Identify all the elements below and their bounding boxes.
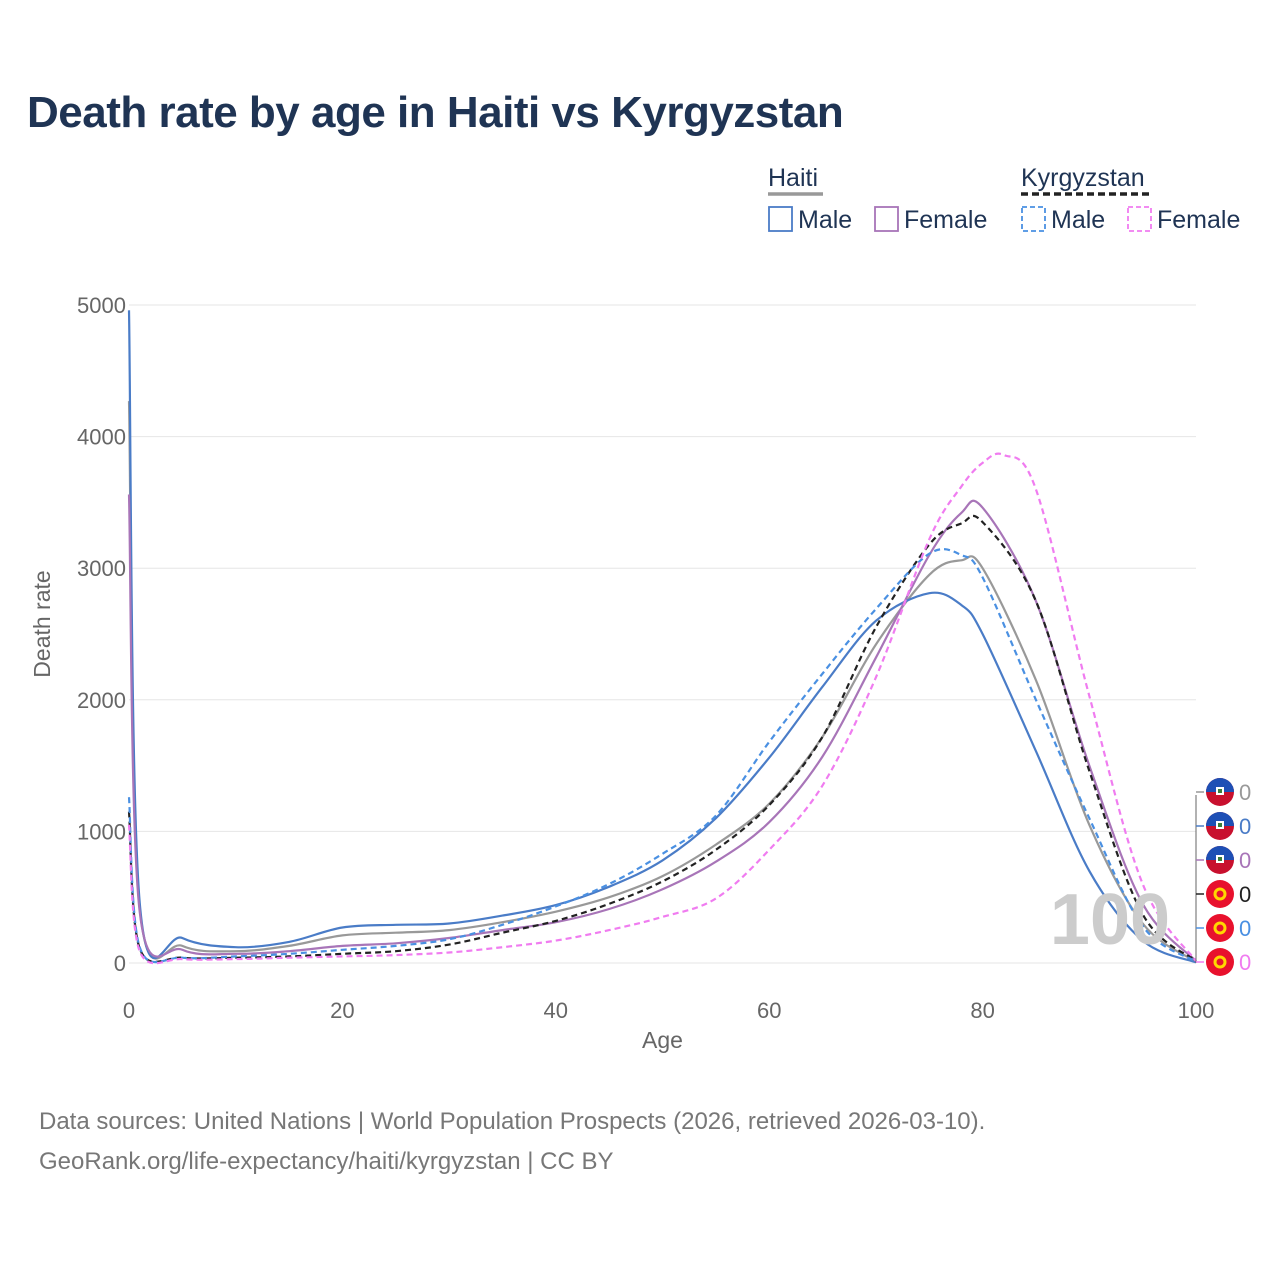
series-line-haiti-male	[127, 310, 1197, 964]
kyrgyzstan-flag-icon	[1206, 914, 1234, 942]
end-value-label: 0	[1239, 848, 1251, 873]
series-lines	[127, 310, 1197, 965]
y-tick-label: 4000	[77, 425, 126, 450]
y-tick-label: 1000	[77, 819, 126, 844]
haiti-flag-icon	[1206, 812, 1234, 840]
legend-group-kyrgyzstan[interactable]: Kyrgyzstan	[1021, 164, 1145, 192]
kyrgyzstan-flag-icon	[1206, 880, 1234, 908]
series-line-haiti-total	[127, 401, 1197, 963]
y-tick-label: 0	[114, 951, 126, 976]
source-link-line[interactable]: GeoRank.org/life-expectancy/haiti/kyrgyz…	[39, 1148, 614, 1175]
y-tick-label: 2000	[77, 688, 126, 713]
kyrgyzstan-flag-icon	[1206, 948, 1234, 976]
x-tick-label: 80	[970, 998, 994, 1023]
legend-item-kyrgyzstan-female[interactable]: Female	[1157, 206, 1240, 234]
x-tick-label: 60	[757, 998, 781, 1023]
end-value-label: 0	[1239, 950, 1251, 975]
legend[interactable]: Haiti Male Female Kyrgyzstan Male Female	[768, 164, 1240, 234]
legend-swatch-kyrgyzstan-male[interactable]	[1021, 206, 1046, 232]
legend-item-haiti-female[interactable]: Female	[904, 206, 987, 234]
x-tick-label: 20	[330, 998, 354, 1023]
legend-swatch-kyrgyzstan-female[interactable]	[1127, 206, 1152, 232]
end-labels: 0 0 0 0 0 0	[1195, 778, 1251, 976]
gridlines: 0 1000 2000 3000 4000 5000 0 20 40 60 80 100	[77, 293, 1214, 1023]
source-line: Data sources: United Nations | World Pop…	[39, 1108, 986, 1135]
y-tick-label: 3000	[77, 556, 126, 581]
y-tick-label: 5000	[77, 293, 126, 318]
x-tick-label: 100	[1178, 998, 1215, 1023]
end-value-label: 0	[1239, 916, 1251, 941]
series-line-haiti-female	[127, 494, 1197, 962]
legend-group-haiti[interactable]: Haiti	[768, 164, 818, 192]
series-line-kyrgyzstan-male	[127, 548, 1197, 964]
haiti-flag-icon	[1206, 846, 1234, 874]
legend-item-kyrgyzstan-male[interactable]: Male	[1051, 206, 1105, 234]
legend-swatch-haiti-female[interactable]	[874, 206, 899, 232]
legend-swatch-haiti-male[interactable]	[768, 206, 793, 232]
end-value-label: 0	[1239, 882, 1251, 907]
end-value-label: 0	[1239, 780, 1251, 805]
x-tick-label: 0	[123, 998, 135, 1023]
x-tick-label: 40	[544, 998, 568, 1023]
haiti-flag-icon	[1206, 778, 1234, 806]
age-watermark: 100	[1050, 880, 1170, 960]
end-value-label: 0	[1239, 814, 1251, 839]
series-line-kyrgyzstan-total	[127, 514, 1197, 963]
x-axis-title: Age	[642, 1027, 683, 1053]
legend-item-haiti-male[interactable]: Male	[798, 206, 852, 234]
chart-title: Death rate by age in Haiti vs Kyrgyzstan	[27, 88, 844, 137]
y-axis-title: Death rate	[29, 570, 55, 677]
series-line-kyrgyzstan-female	[127, 452, 1197, 965]
